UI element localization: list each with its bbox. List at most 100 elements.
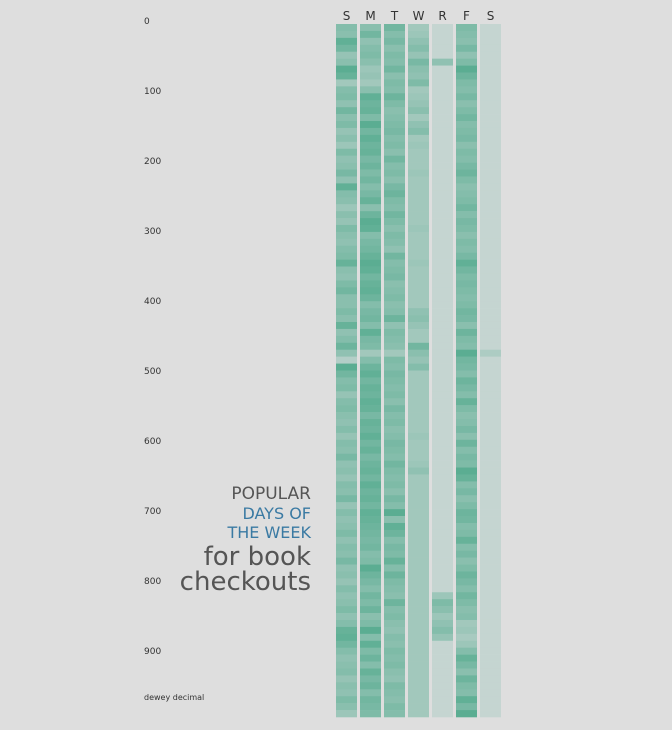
heatmap-cell [408, 495, 429, 503]
y-axis-title: dewey decimal [144, 693, 204, 702]
heatmap-cell [456, 169, 477, 177]
heatmap-cell [336, 460, 357, 468]
heatmap-cell [456, 273, 477, 281]
heatmap-cell [384, 155, 405, 163]
heatmap-cell [336, 58, 357, 66]
heatmap-cell [408, 176, 429, 184]
heatmap-cell [432, 30, 453, 39]
heatmap-cell [360, 252, 381, 260]
heatmap-cell [384, 474, 405, 482]
heatmap-cell [336, 37, 357, 46]
heatmap-cell [456, 439, 477, 448]
heatmap-cell [360, 550, 381, 558]
heatmap-cell [384, 550, 405, 558]
heatmap-cell [432, 204, 453, 212]
y-tick-label: 900 [144, 647, 161, 657]
title-line-2: DAYS OF [242, 504, 311, 523]
heatmap-cell [432, 398, 453, 406]
heatmap-cell [432, 127, 453, 136]
heatmap-cell [432, 190, 453, 198]
heatmap-cell [384, 266, 405, 274]
heatmap-cell [336, 183, 357, 191]
heatmap-cell [384, 592, 405, 600]
heatmap-cell [408, 121, 429, 129]
heatmap-cell [456, 412, 477, 420]
heatmap-cell [384, 335, 405, 344]
heatmap-cell [432, 619, 453, 628]
heatmap-cell [384, 370, 405, 378]
heatmap-cell [336, 522, 357, 531]
heatmap-cell [384, 148, 405, 156]
heatmap-cell [456, 176, 477, 184]
heatmap-cell [336, 398, 357, 406]
heatmap-cell [408, 453, 429, 461]
heatmap-cell [456, 218, 477, 226]
heatmap-cell [480, 481, 501, 489]
heatmap-cell [408, 231, 429, 240]
heatmap-cell [480, 65, 501, 73]
heatmap-cell [384, 495, 405, 503]
heatmap-cell [432, 342, 453, 351]
heatmap-cell [408, 44, 429, 53]
heatmap-cell [480, 30, 501, 39]
heatmap-cell [360, 245, 381, 253]
heatmap-cell [360, 557, 381, 565]
heatmap-cell [408, 335, 429, 344]
heatmap-cell [456, 599, 477, 607]
heatmap-cell [432, 633, 453, 642]
heatmap-cell [480, 578, 501, 586]
heatmap-cell [336, 266, 357, 274]
heatmap-cell [480, 668, 501, 676]
heatmap-cell [456, 654, 477, 662]
heatmap-cell [456, 536, 477, 545]
heatmap-cell [336, 432, 357, 441]
heatmap-cell [480, 419, 501, 427]
heatmap-cell [384, 543, 405, 551]
heatmap-cell [336, 363, 357, 371]
y-tick-label: 0 [144, 17, 150, 27]
heatmap-cell [360, 529, 381, 538]
heatmap-cell [384, 619, 405, 628]
heatmap-cell [408, 488, 429, 496]
heatmap-cell [456, 321, 477, 330]
heatmap-cell [408, 564, 429, 572]
heatmap-cell [360, 134, 381, 143]
heatmap-cell [456, 65, 477, 73]
heatmap-cell [336, 682, 357, 690]
heatmap-cell [432, 391, 453, 399]
heatmap-cell [432, 696, 453, 704]
heatmap-cell [336, 481, 357, 489]
title-line-1: POPULAR [231, 484, 311, 504]
heatmap-cell [360, 439, 381, 448]
heatmap-cell [360, 481, 381, 489]
heatmap-cell [480, 633, 501, 642]
heatmap-cell [408, 287, 429, 295]
heatmap-cell [336, 162, 357, 170]
heatmap-cell [384, 79, 405, 87]
heatmap-cell [480, 370, 501, 378]
heatmap-cell [456, 162, 477, 170]
heatmap-cell [456, 51, 477, 59]
heatmap-cell [408, 93, 429, 101]
heatmap-cell [432, 301, 453, 309]
heatmap-cell [336, 72, 357, 80]
heatmap-cell [336, 280, 357, 288]
heatmap-cell [360, 619, 381, 628]
heatmap-cell [456, 294, 477, 302]
heatmap-cell [336, 294, 357, 302]
heatmap-cell [384, 377, 405, 385]
heatmap-cell [456, 121, 477, 129]
heatmap-cell [360, 169, 381, 177]
heatmap-cell [384, 211, 405, 219]
heatmap-cell [384, 93, 405, 101]
heatmap-cell [480, 675, 501, 683]
heatmap-cell [336, 134, 357, 143]
heatmap-cell [432, 377, 453, 385]
heatmap-cell [360, 259, 381, 267]
heatmap-cell [408, 592, 429, 600]
heatmap-cell [336, 564, 357, 572]
heatmap-cell [432, 107, 453, 115]
heatmap-cell [384, 613, 405, 621]
heatmap-cell [432, 599, 453, 607]
heatmap-cell [408, 467, 429, 475]
